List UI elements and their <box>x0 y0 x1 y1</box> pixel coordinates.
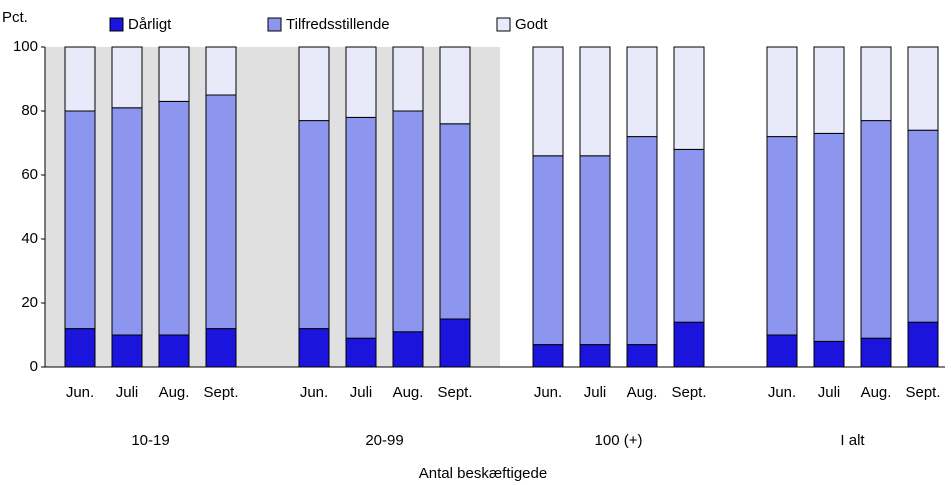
bar-segment <box>907 321 939 368</box>
bar-segment <box>439 46 471 125</box>
x-tick-label: Aug. <box>159 384 190 401</box>
bar-segment <box>532 344 564 368</box>
bar-segment <box>813 46 845 134</box>
bar-segment <box>626 344 658 368</box>
bar-segment <box>205 46 237 96</box>
bar-segment <box>158 334 190 368</box>
bar-segment <box>532 155 564 346</box>
bar-segment <box>158 100 190 336</box>
bar-segment <box>298 46 330 122</box>
bar-segment <box>205 94 237 330</box>
bar-segment <box>345 337 377 368</box>
bar-segment <box>532 46 564 157</box>
bar-segment <box>158 46 190 102</box>
bar-segment <box>579 155 611 346</box>
bar-segment <box>907 129 939 323</box>
x-tick-label: Juli <box>350 384 373 401</box>
bar-segment <box>766 136 798 336</box>
x-tick-label: Juli <box>584 384 607 401</box>
bar-segment <box>64 46 96 112</box>
y-tick-label: 100 <box>13 38 38 55</box>
bar-segment <box>64 328 96 368</box>
legend-swatch <box>496 17 511 32</box>
bar-segment <box>298 120 330 330</box>
bar-segment <box>626 136 658 346</box>
legend-swatch <box>109 17 124 32</box>
bar-segment <box>392 110 424 333</box>
x-tick-label: Sept. <box>905 384 940 401</box>
x-tick-label: Aug. <box>861 384 892 401</box>
y-tick-label: 0 <box>30 358 38 375</box>
bar-segment <box>673 46 705 150</box>
group-label: I alt <box>840 432 865 449</box>
bar-segment <box>860 120 892 339</box>
x-tick-label: Sept. <box>203 384 238 401</box>
x-tick-label: Jun. <box>768 384 796 401</box>
bar-segment <box>673 321 705 368</box>
bar-segment <box>298 328 330 368</box>
x-tick-label: Aug. <box>393 384 424 401</box>
x-tick-label: Sept. <box>671 384 706 401</box>
group-label: 100 (+) <box>595 432 643 449</box>
bar-segment <box>579 46 611 157</box>
x-tick-label: Juli <box>818 384 841 401</box>
bar-segment <box>907 46 939 131</box>
bar-segment <box>673 148 705 323</box>
y-tick-label: 20 <box>21 294 38 311</box>
x-axis-label: Antal beskæftigede <box>419 465 547 482</box>
y-unit-label: Pct. <box>2 9 28 26</box>
bar-segment <box>860 337 892 368</box>
x-tick-label: Jun. <box>534 384 562 401</box>
bar-segment <box>766 46 798 138</box>
bar-segment <box>64 110 96 330</box>
y-tick-label: 80 <box>21 102 38 119</box>
bar-segment <box>111 107 143 336</box>
x-tick-label: Juli <box>116 384 139 401</box>
x-tick-label: Jun. <box>66 384 94 401</box>
bar-segment <box>111 334 143 368</box>
legend-swatch <box>267 17 282 32</box>
bar-segment <box>579 344 611 368</box>
bar-segment <box>439 123 471 320</box>
y-tick-label: 60 <box>21 166 38 183</box>
legend-label: Godt <box>515 16 548 33</box>
bar-segment <box>439 318 471 368</box>
bar-segment <box>205 328 237 368</box>
bar-segment <box>345 116 377 339</box>
legend-label: Tilfredsstillende <box>286 16 390 33</box>
bar-segment <box>392 331 424 368</box>
bar-segment <box>766 334 798 368</box>
bar-segment <box>626 46 658 138</box>
bar-segment <box>813 340 845 368</box>
bar-segment <box>860 46 892 122</box>
x-tick-label: Aug. <box>627 384 658 401</box>
y-tick-label: 40 <box>21 230 38 247</box>
legend-label: Dårligt <box>128 16 172 33</box>
x-tick-label: Jun. <box>300 384 328 401</box>
group-label: 10-19 <box>131 432 169 449</box>
bar-segment <box>392 46 424 112</box>
bar-segment <box>111 46 143 109</box>
x-tick-label: Sept. <box>437 384 472 401</box>
group-label: 20-99 <box>365 432 403 449</box>
bar-segment <box>813 132 845 342</box>
bar-segment <box>345 46 377 118</box>
